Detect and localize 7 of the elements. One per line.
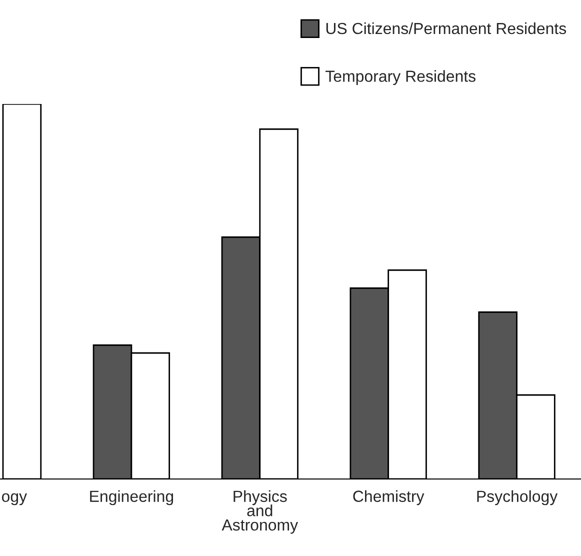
legend-label: Temporary Residents (326, 70, 476, 86)
x-tick-label: Physics and Astronomy (222, 490, 298, 534)
legend-label: US Citizens/Permanent Residents (326, 22, 566, 34)
x-tick-label: Engineering (90, 490, 174, 506)
x-tick-label: Chemistry (353, 490, 424, 506)
x-tick-label: ogy (2, 493, 28, 506)
x-tick-label: Psychology (477, 490, 558, 506)
